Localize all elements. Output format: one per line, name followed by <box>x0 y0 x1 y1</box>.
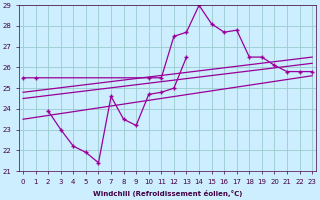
X-axis label: Windchill (Refroidissement éolien,°C): Windchill (Refroidissement éolien,°C) <box>93 190 242 197</box>
